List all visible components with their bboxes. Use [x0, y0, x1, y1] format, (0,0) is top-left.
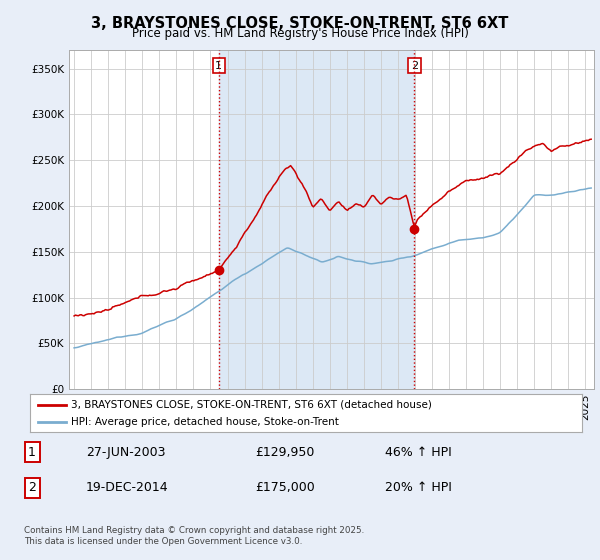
- Text: 27-JUN-2003: 27-JUN-2003: [86, 446, 165, 459]
- Text: 3, BRAYSTONES CLOSE, STOKE-ON-TRENT, ST6 6XT (detached house): 3, BRAYSTONES CLOSE, STOKE-ON-TRENT, ST6…: [71, 399, 432, 409]
- Text: 20% ↑ HPI: 20% ↑ HPI: [385, 481, 451, 494]
- Text: HPI: Average price, detached house, Stoke-on-Trent: HPI: Average price, detached house, Stok…: [71, 417, 339, 427]
- Text: £129,950: £129,950: [255, 446, 314, 459]
- Text: 3, BRAYSTONES CLOSE, STOKE-ON-TRENT, ST6 6XT: 3, BRAYSTONES CLOSE, STOKE-ON-TRENT, ST6…: [91, 16, 509, 31]
- Text: 46% ↑ HPI: 46% ↑ HPI: [385, 446, 451, 459]
- Text: 2: 2: [28, 481, 36, 494]
- Text: 1: 1: [28, 446, 36, 459]
- Text: 19-DEC-2014: 19-DEC-2014: [86, 481, 169, 494]
- Text: Price paid vs. HM Land Registry's House Price Index (HPI): Price paid vs. HM Land Registry's House …: [131, 27, 469, 40]
- Text: 1: 1: [215, 60, 222, 71]
- Text: 2: 2: [411, 60, 418, 71]
- Text: £175,000: £175,000: [255, 481, 314, 494]
- Bar: [219, 50, 415, 389]
- Text: Contains HM Land Registry data © Crown copyright and database right 2025.
This d: Contains HM Land Registry data © Crown c…: [24, 526, 364, 546]
